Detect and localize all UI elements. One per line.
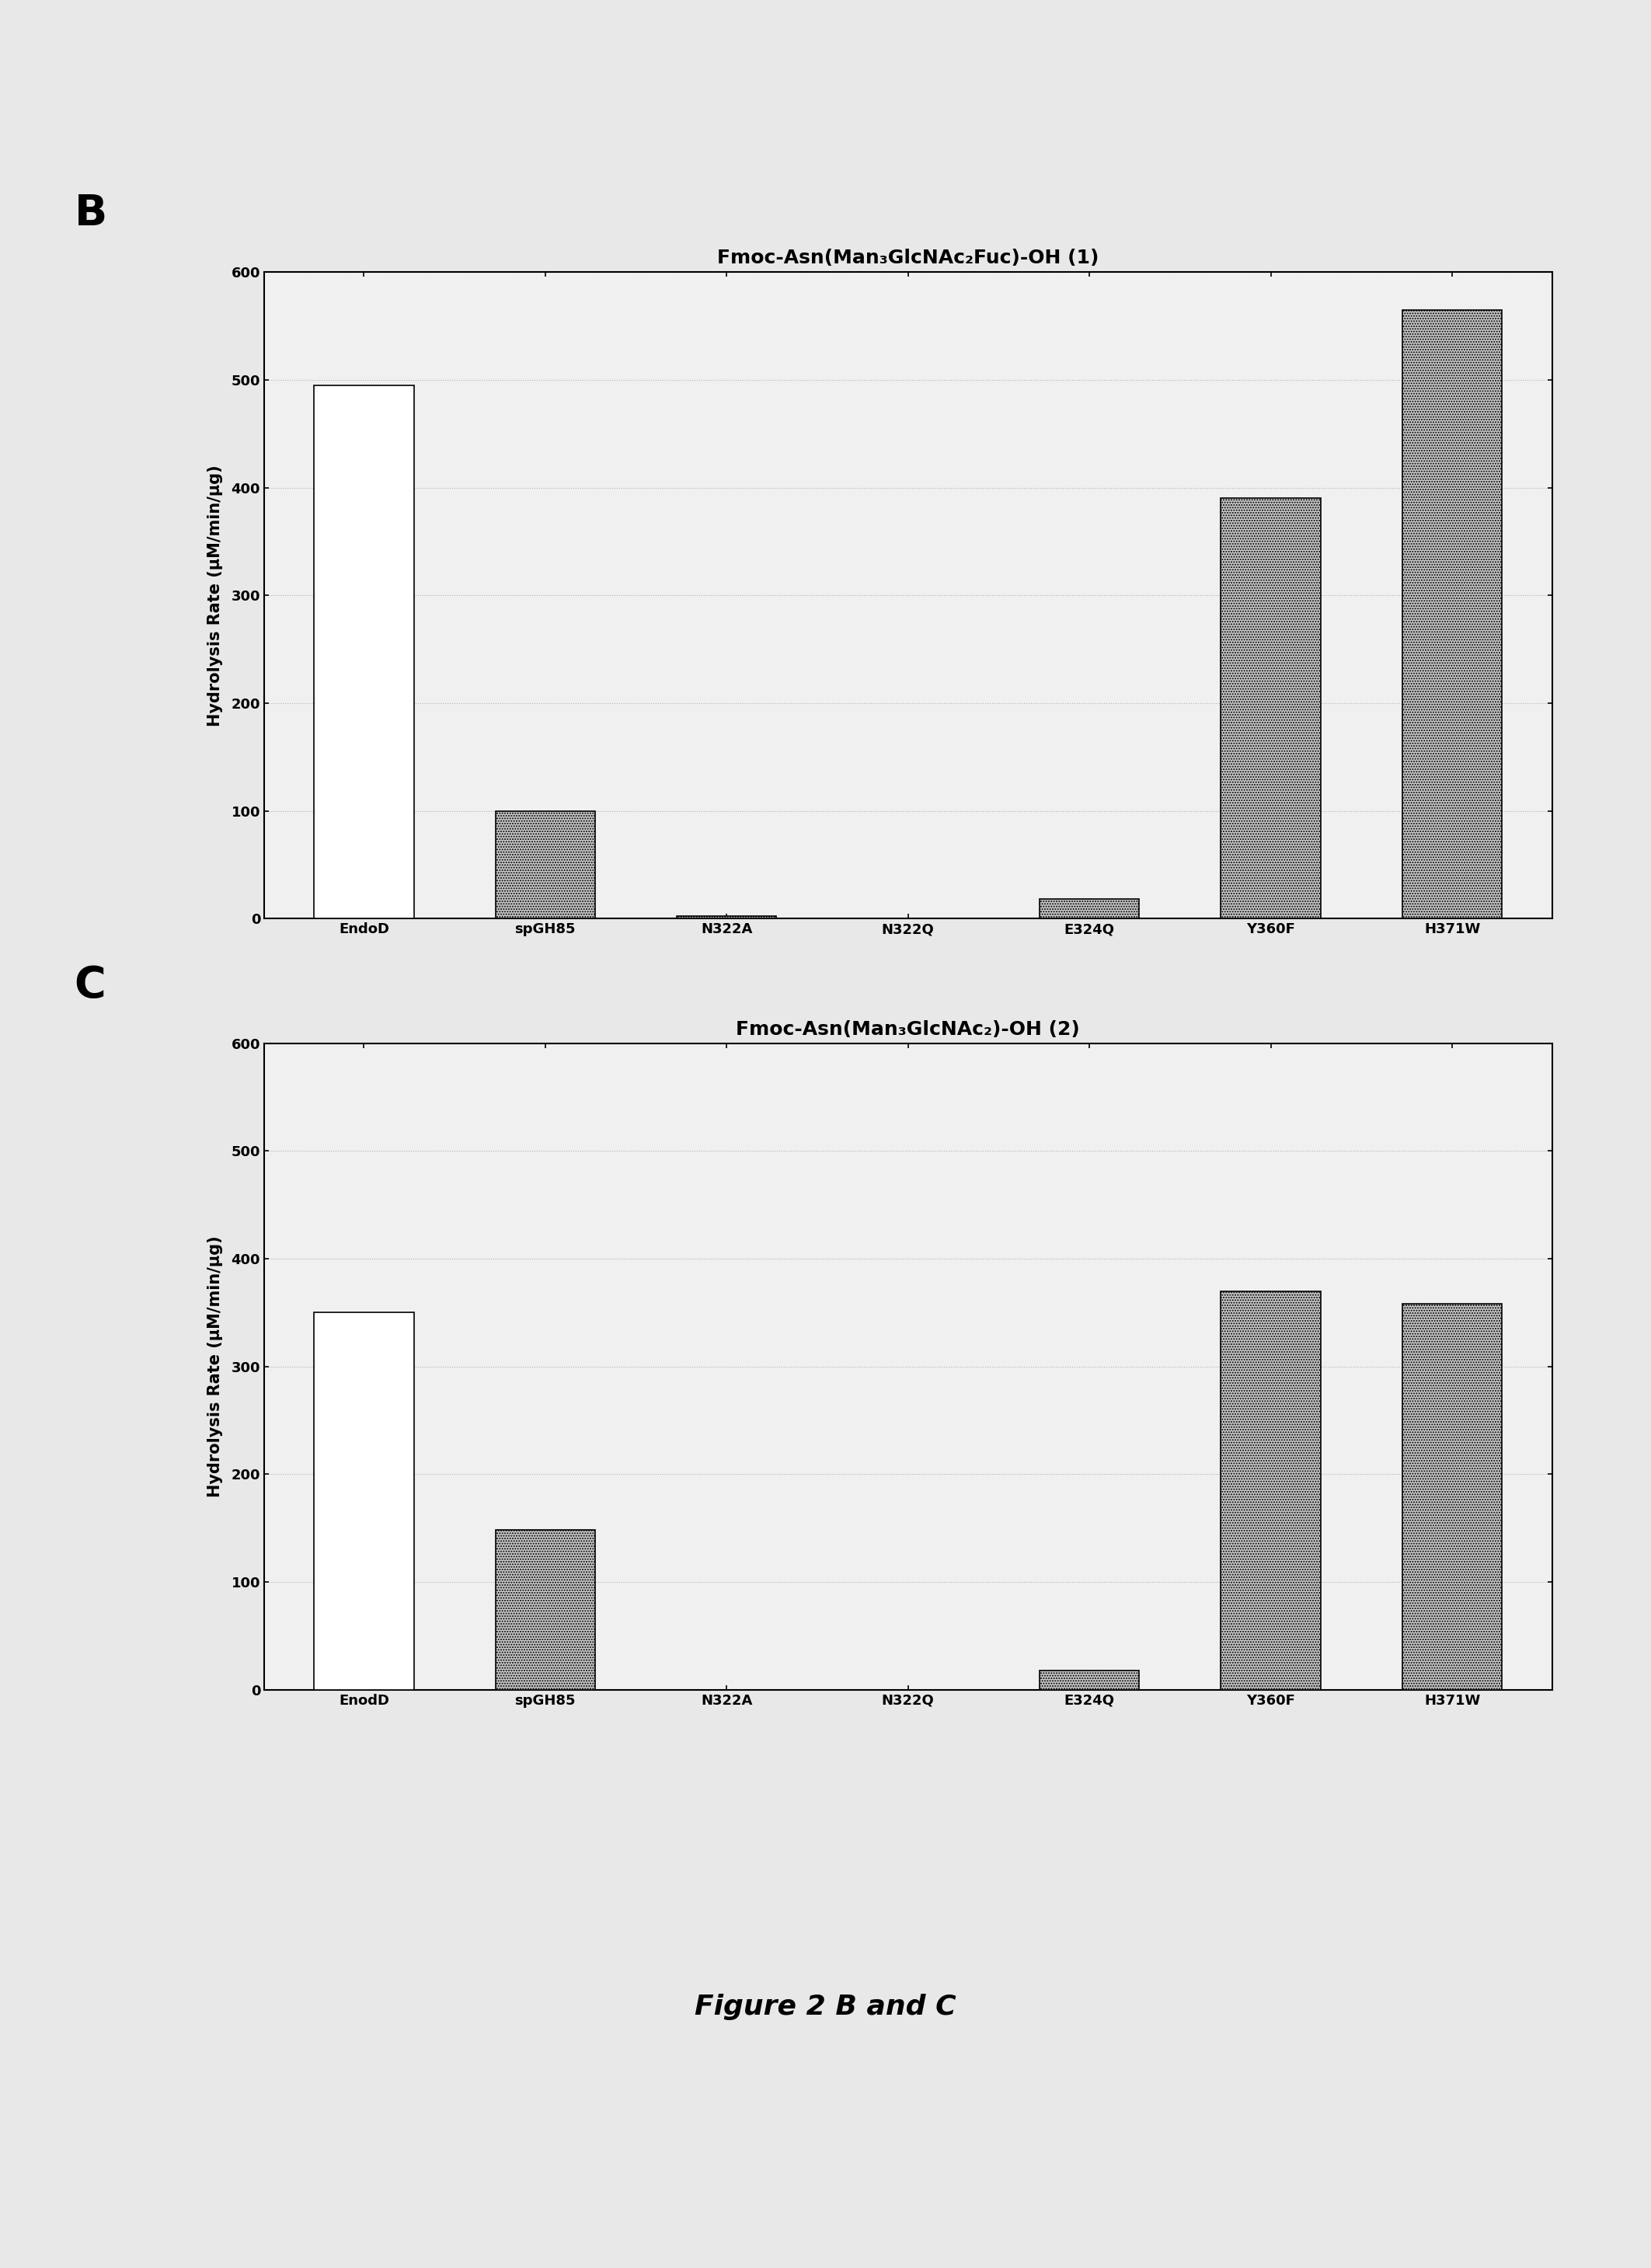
Text: Figure 2 B and C: Figure 2 B and C: [695, 1994, 956, 2021]
Bar: [1402, 311, 1502, 919]
Title: Fmoc-Asn(Man₃GlcNAc₂Fuc)-OH (1): Fmoc-Asn(Man₃GlcNAc₂Fuc)-OH (1): [717, 249, 1100, 268]
Bar: [1040, 898, 1139, 919]
Text: C: C: [74, 964, 106, 1005]
Bar: [495, 1531, 594, 1690]
Y-axis label: Hydrolysis Rate (μM/min/μg): Hydrolysis Rate (μM/min/μg): [206, 465, 223, 726]
Bar: [1222, 499, 1321, 919]
Bar: [314, 386, 414, 919]
Bar: [1402, 1304, 1502, 1690]
Title: Fmoc-Asn(Man₃GlcNAc₂)-OH (2): Fmoc-Asn(Man₃GlcNAc₂)-OH (2): [736, 1021, 1080, 1039]
Bar: [314, 1313, 414, 1690]
Bar: [1040, 1669, 1139, 1690]
Bar: [495, 812, 594, 919]
Bar: [1222, 1290, 1321, 1690]
Y-axis label: Hydrolysis Rate (μM/min/μg): Hydrolysis Rate (μM/min/μg): [206, 1236, 223, 1497]
Text: B: B: [74, 193, 107, 234]
